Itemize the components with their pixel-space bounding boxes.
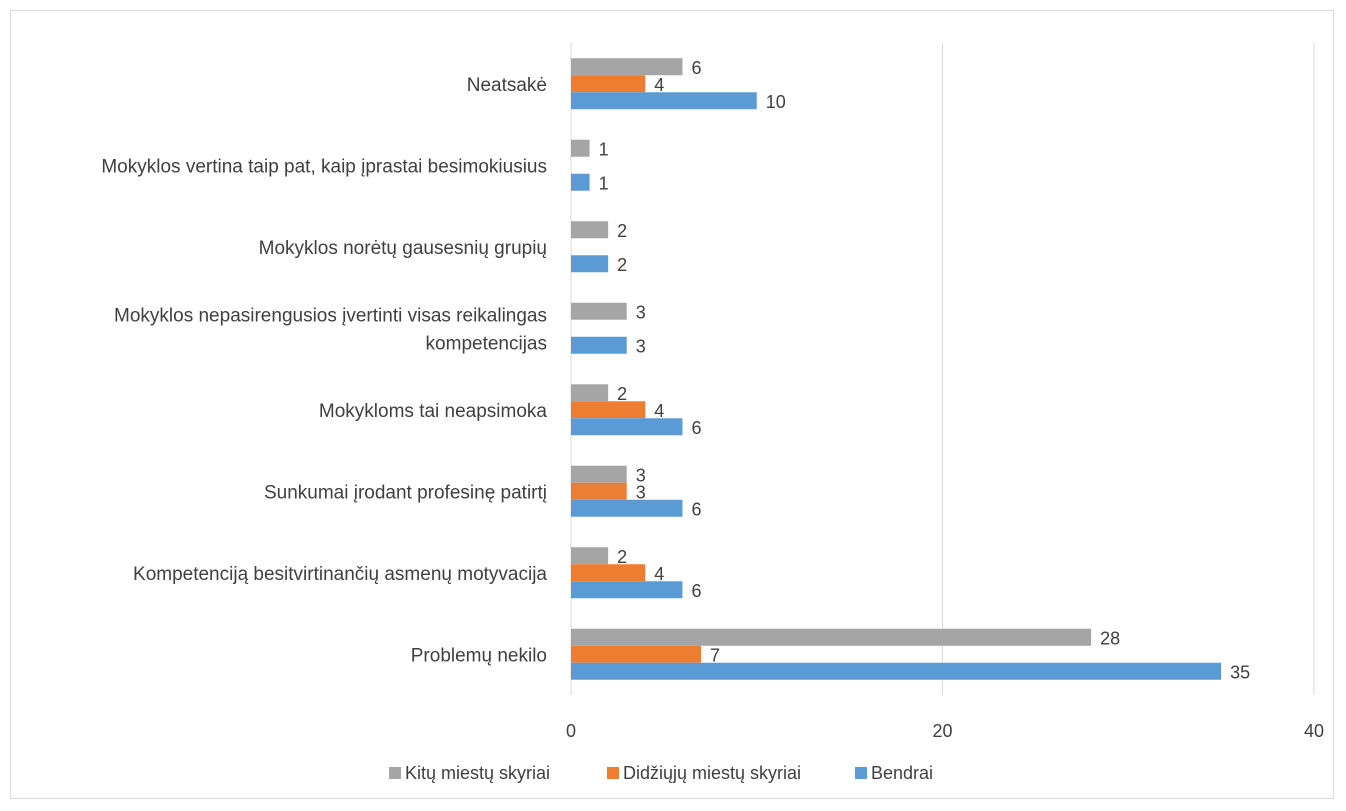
legend-marker: [389, 767, 401, 779]
x-tick-label: 0: [566, 721, 576, 741]
category-label: Neatsakė: [467, 75, 547, 96]
category-label: Sunkumai įrodant profesinę patirtį: [264, 482, 547, 503]
data-label: 4: [654, 564, 664, 584]
data-label: 3: [636, 482, 646, 502]
x-axis-tick-labels: 0 20 40: [566, 721, 1324, 741]
bar: [571, 645, 702, 663]
data-label: 2: [617, 255, 627, 275]
bar: [571, 499, 683, 517]
data-label: 3: [636, 302, 646, 322]
data-label: 6: [691, 418, 701, 438]
category-label: Mokyklos norėtų gausesnių grupių: [259, 238, 547, 259]
bar: [571, 547, 609, 565]
legend-label: Bendrai: [871, 763, 933, 783]
bar: [571, 302, 627, 320]
bar: [571, 92, 757, 110]
bar: [571, 75, 646, 93]
bars: [571, 58, 1222, 680]
data-label: 4: [654, 401, 664, 421]
data-label: 7: [710, 645, 720, 665]
bar: [571, 564, 646, 582]
category-label: Problemų nekilo: [411, 645, 547, 666]
data-label: 6: [691, 58, 701, 78]
bar-chart: 0 20 40 Neatsakė Mokyklos vertina taip pat,…: [101, 43, 1324, 783]
bar: [571, 384, 609, 402]
category-labels: Neatsakė Mokyklos vertina taip pat, kaip …: [101, 75, 547, 667]
category-label: Kompetenciją besitvirtinančių asmenų mot…: [133, 564, 547, 585]
data-label: 2: [617, 221, 627, 241]
bar: [571, 628, 1092, 646]
category-label: kompetencijas: [426, 333, 547, 354]
bar: [571, 255, 609, 273]
x-tick-label: 40: [1304, 721, 1324, 741]
category-label: Mokykloms tai neapsimoka: [319, 401, 548, 422]
data-label: 3: [636, 336, 646, 356]
category-label: Mokyklos vertina taip pat, kaip įprastai…: [101, 156, 547, 177]
data-label: 28: [1100, 628, 1120, 648]
data-label: 10: [766, 92, 786, 112]
legend-label: Didžiųjų miestų skyriai: [623, 763, 801, 783]
x-tick-label: 20: [932, 721, 952, 741]
bar: [571, 173, 590, 191]
data-label: 4: [654, 75, 664, 95]
bar: [571, 336, 627, 354]
data-label: 3: [636, 465, 646, 485]
bar: [571, 662, 1222, 680]
legend-label: Kitų miestų skyriai: [405, 763, 550, 783]
legend-marker: [855, 767, 867, 779]
bar: [571, 58, 683, 76]
bar: [571, 139, 590, 157]
data-label: 6: [691, 581, 701, 601]
data-label: 35: [1230, 662, 1250, 682]
legend: Kitų miestų skyriai Didžiųjų miestų skyri…: [389, 763, 933, 783]
bar: [571, 418, 683, 436]
data-label: 2: [617, 384, 627, 404]
bar: [571, 465, 627, 483]
bar: [571, 221, 609, 239]
legend-marker: [607, 767, 619, 779]
data-label: 2: [617, 547, 627, 567]
data-label: 6: [691, 499, 701, 519]
category-label: Mokyklos nepasirengusios įvertinti visas…: [114, 305, 547, 326]
bar: [571, 581, 683, 599]
chart-area: 0 20 40 Neatsakė Mokyklos vertina taip pat,…: [10, 10, 1334, 799]
data-label: 1: [599, 173, 609, 193]
bar: [571, 482, 627, 500]
data-label: 1: [599, 139, 609, 159]
bar: [571, 401, 646, 419]
